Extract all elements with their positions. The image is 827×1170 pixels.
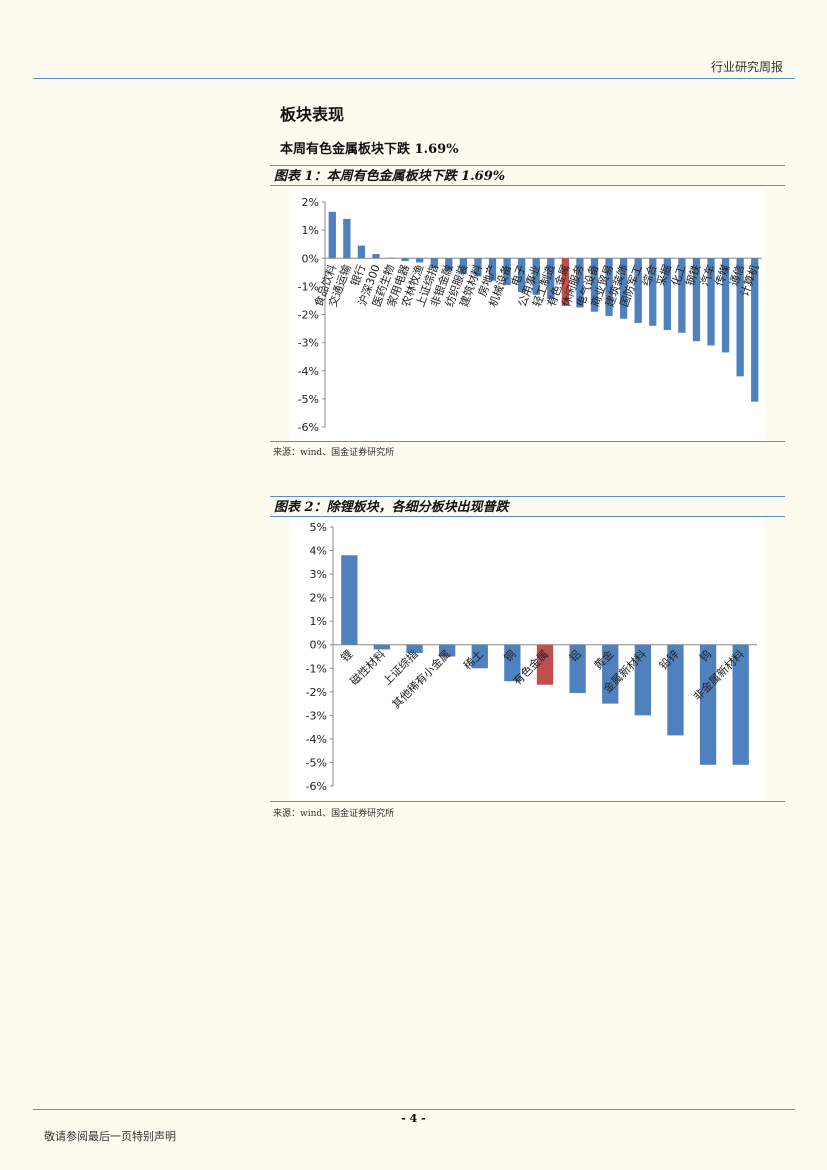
bar bbox=[569, 644, 586, 693]
y-tick-label: -3% bbox=[298, 337, 319, 350]
y-tick-label: 5% bbox=[310, 521, 327, 534]
bar bbox=[602, 644, 619, 704]
bar bbox=[416, 258, 424, 263]
bar bbox=[576, 258, 584, 308]
bar bbox=[736, 258, 744, 377]
section-title: 板块表现 bbox=[280, 105, 345, 124]
y-tick-label: 1% bbox=[310, 615, 327, 628]
bar bbox=[341, 555, 358, 645]
y-tick-label: 1% bbox=[302, 224, 319, 237]
bar bbox=[343, 218, 351, 259]
bar bbox=[634, 644, 651, 716]
bar bbox=[386, 257, 395, 259]
y-tick-label: -3% bbox=[306, 709, 327, 722]
bar bbox=[667, 644, 684, 736]
footer-note: 敬请参阅最后一页特别声明 bbox=[44, 1130, 176, 1143]
chart-title: 图表 1：本周有色金属板块下跌 1.69% bbox=[270, 165, 785, 186]
y-tick-label: 3% bbox=[310, 568, 327, 581]
bar bbox=[619, 258, 628, 319]
bar bbox=[605, 258, 613, 316]
y-tick-label: 2% bbox=[302, 196, 319, 209]
header-rule bbox=[33, 78, 795, 79]
bar bbox=[401, 258, 409, 262]
bar bbox=[732, 644, 749, 765]
bar bbox=[504, 644, 521, 682]
y-tick-label: 0% bbox=[302, 252, 319, 265]
plot-area bbox=[290, 190, 765, 441]
bar bbox=[590, 258, 599, 312]
footer-rule bbox=[33, 1109, 795, 1110]
bar bbox=[474, 258, 482, 277]
bar bbox=[459, 258, 468, 274]
bar bbox=[634, 258, 642, 323]
bar bbox=[707, 258, 715, 346]
bar bbox=[649, 258, 657, 326]
chart-source: 来源：wind、国金证券研究所 bbox=[273, 809, 395, 819]
bar bbox=[357, 245, 366, 259]
bar bbox=[692, 258, 701, 342]
source-rule bbox=[270, 801, 785, 802]
y-tick-label: 4% bbox=[310, 545, 327, 558]
bar bbox=[328, 211, 336, 259]
bar bbox=[536, 644, 554, 685]
bar bbox=[532, 258, 540, 295]
bar bbox=[488, 258, 497, 281]
source-rule bbox=[270, 441, 785, 442]
bar bbox=[406, 644, 423, 653]
plot-area bbox=[290, 518, 765, 800]
bar bbox=[518, 258, 526, 292]
header-title: 行业研究周报 bbox=[710, 60, 783, 74]
y-tick-label: -1% bbox=[298, 280, 319, 293]
bar bbox=[372, 254, 380, 259]
bar bbox=[503, 258, 511, 285]
bar bbox=[561, 258, 569, 306]
page-number: - 4 - bbox=[401, 1112, 426, 1125]
bar bbox=[547, 258, 555, 300]
bar bbox=[430, 258, 438, 269]
bar bbox=[445, 258, 453, 271]
bar bbox=[721, 258, 730, 353]
bar bbox=[471, 644, 488, 669]
bar bbox=[751, 258, 759, 402]
y-tick-label: -4% bbox=[306, 733, 327, 746]
bar bbox=[699, 644, 717, 765]
y-tick-label: 0% bbox=[310, 639, 327, 652]
y-tick-label: -1% bbox=[306, 662, 327, 675]
y-tick-label: -6% bbox=[298, 421, 319, 434]
y-tick-label: 2% bbox=[310, 592, 327, 605]
y-tick-label: -5% bbox=[298, 393, 319, 406]
y-tick-label: -2% bbox=[298, 309, 319, 322]
y-tick-label: -6% bbox=[306, 780, 327, 793]
section-subtitle: 本周有色金属板块下跌 1.69% bbox=[280, 142, 459, 157]
y-tick-label: -4% bbox=[298, 365, 319, 378]
chart-source: 来源：wind、国金证券研究所 bbox=[273, 448, 395, 458]
bar bbox=[678, 258, 686, 333]
y-tick-label: -2% bbox=[306, 686, 327, 699]
bar bbox=[373, 644, 391, 650]
y-tick-label: -5% bbox=[306, 756, 327, 769]
bar bbox=[439, 644, 456, 657]
chart-title: 图表 2：除锂板块，各细分板块出现普跌 bbox=[270, 496, 785, 517]
bar bbox=[663, 258, 671, 330]
